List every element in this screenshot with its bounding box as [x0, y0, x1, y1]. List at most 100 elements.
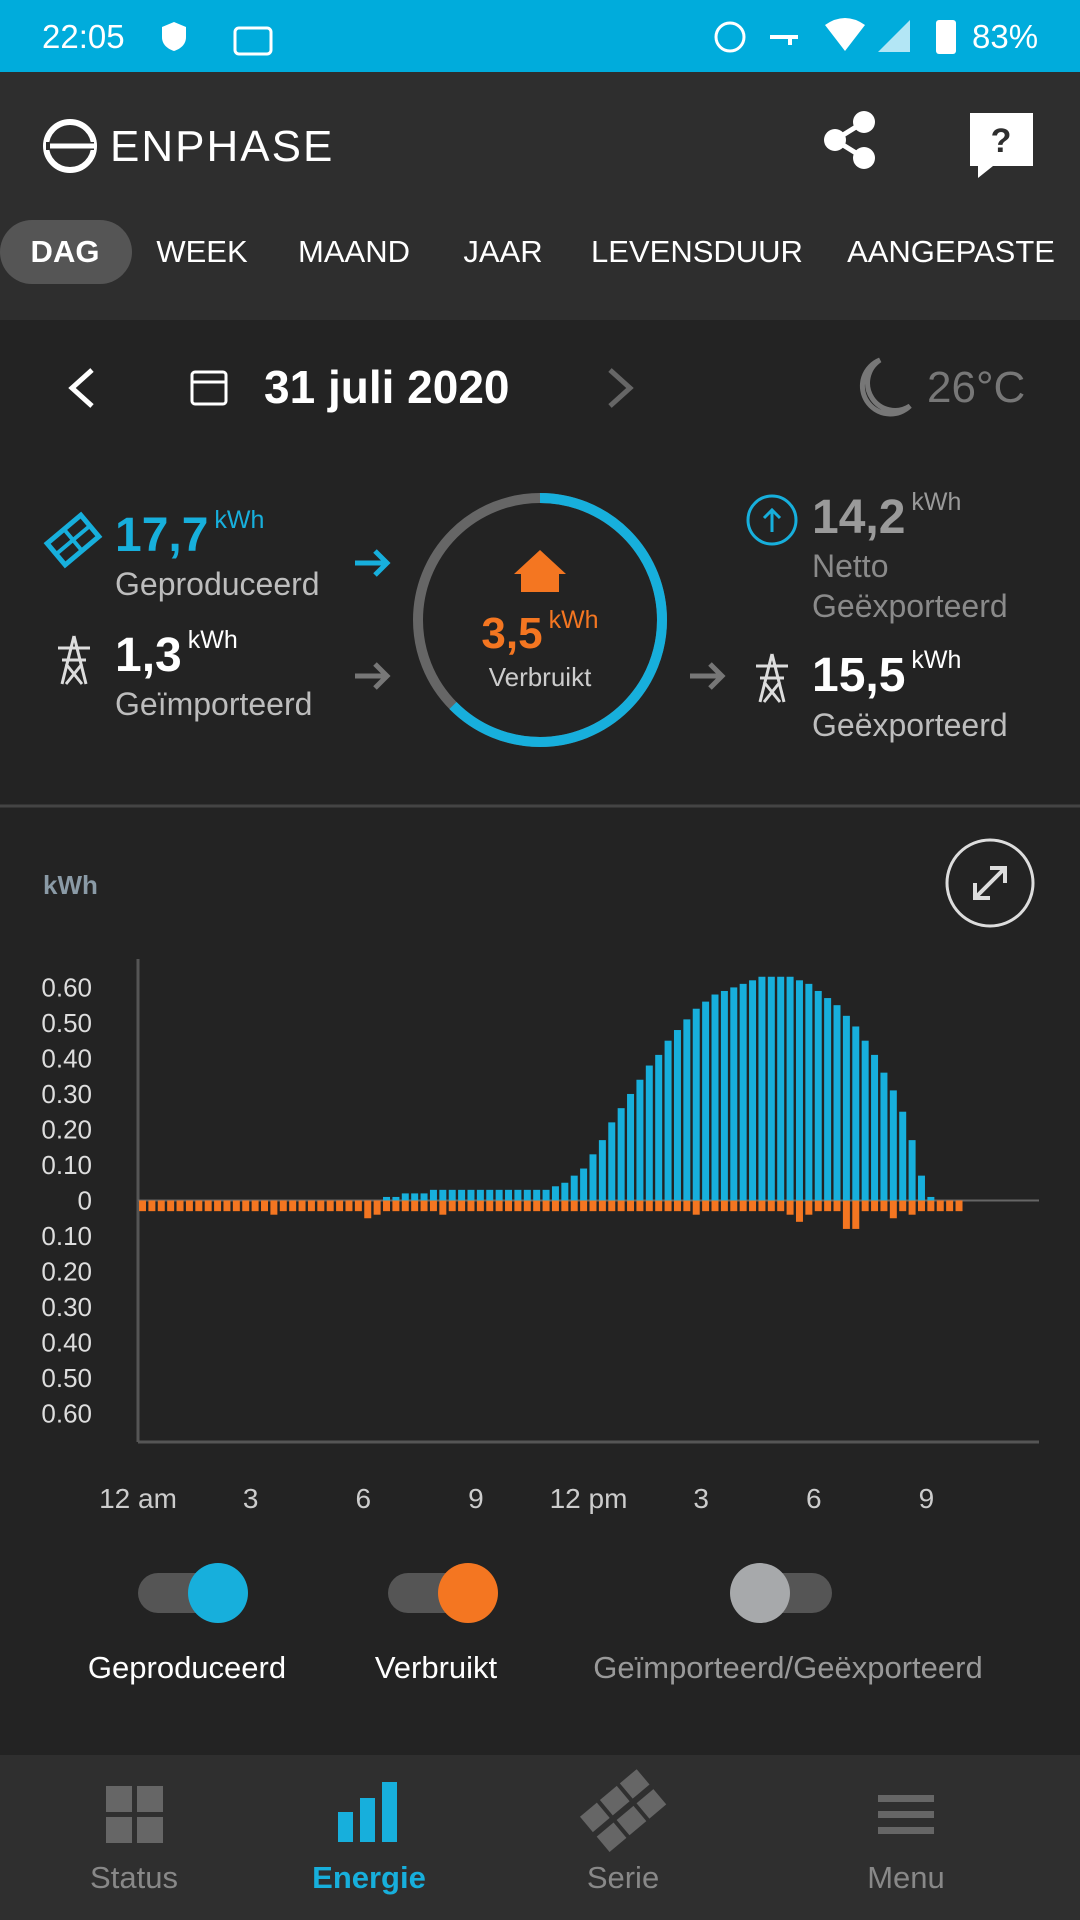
tab[interactable]: WEEK: [156, 234, 248, 269]
bar: [702, 1200, 710, 1212]
y-tick-label: 0.40: [41, 1328, 92, 1358]
bar: [580, 1200, 588, 1212]
bar: [880, 1200, 888, 1212]
y-tick-label: 0.60: [41, 1399, 92, 1429]
y-tick-label: 0.10: [41, 1221, 92, 1251]
serie-nav-icon: [579, 1769, 667, 1852]
bar: [598, 1200, 606, 1212]
bar: [495, 1200, 503, 1212]
tab[interactable]: AANGEPASTE: [847, 234, 1055, 269]
unit: kWh: [214, 506, 265, 534]
bar: [542, 1189, 550, 1201]
bar: [730, 1200, 738, 1212]
bar: [439, 1200, 447, 1215]
bar: [486, 1200, 494, 1212]
bar: [730, 987, 738, 1201]
nav-label[interactable]: Energie: [312, 1860, 426, 1895]
bar: [805, 1200, 813, 1215]
bar: [955, 1200, 963, 1212]
signal-icon: [878, 20, 910, 52]
help-glyph: ?: [991, 122, 1012, 160]
toggle-knob: [730, 1563, 790, 1623]
wifi-icon: [825, 18, 865, 51]
bar: [777, 1200, 785, 1212]
bar: [533, 1200, 541, 1212]
bar: [270, 1200, 278, 1215]
bar: [326, 1200, 334, 1212]
menu-nav-icon: [878, 1795, 934, 1834]
bar: [767, 1200, 775, 1212]
x-tick-label: 3: [693, 1483, 709, 1514]
legend-label[interactable]: Geïmporteerd/Geëxporteerd: [593, 1650, 983, 1685]
bar: [289, 1200, 297, 1212]
bar: [251, 1200, 259, 1212]
tower-icon-import: [58, 635, 90, 685]
bar: [458, 1200, 466, 1212]
tab[interactable]: LEVENSDUUR: [591, 234, 803, 269]
bar: [664, 1200, 672, 1212]
bar: [749, 980, 757, 1201]
bar: [739, 1200, 747, 1212]
bar: [514, 1189, 522, 1201]
bar: [204, 1200, 212, 1212]
unit: kWh: [187, 626, 238, 654]
bar: [852, 1200, 860, 1229]
x-tick-label: 12 pm: [550, 1483, 628, 1514]
bar: [749, 1200, 757, 1212]
shield-icon: [162, 22, 186, 51]
bar: [364, 1200, 372, 1219]
date: 31 juli 2020: [264, 361, 510, 413]
bar: [185, 1200, 193, 1212]
bar: [476, 1200, 484, 1212]
bar: [523, 1200, 531, 1212]
bar: [645, 1200, 653, 1212]
help-button[interactable]: [970, 113, 1033, 178]
bar: [767, 976, 775, 1201]
nav-label[interactable]: Status: [90, 1860, 178, 1895]
legend-label[interactable]: Geproduceerd: [87, 1650, 287, 1685]
bar: [777, 976, 785, 1201]
bar: [608, 1122, 616, 1201]
bar: [411, 1193, 419, 1201]
net-export-arrow: [762, 507, 782, 532]
bar: [598, 1140, 606, 1201]
tab[interactable]: JAAR: [463, 234, 543, 269]
nav-label[interactable]: Serie: [586, 1860, 660, 1895]
bar: [692, 1200, 700, 1215]
bar: [429, 1200, 437, 1212]
solar-icon: [43, 511, 103, 569]
expand-button[interactable]: [945, 838, 1035, 928]
tab[interactable]: DAG: [30, 234, 100, 269]
bar: [523, 1189, 531, 1201]
bar: [505, 1189, 513, 1201]
calendar-icon[interactable]: [190, 370, 228, 406]
alarm-icon: [714, 21, 746, 53]
status-nav-icon: [106, 1786, 163, 1843]
chart: 0.60 0.50 0.40 0.30 0.20 0.10 0 0.10 0.20 0.30 0.4…: [41, 959, 1039, 1623]
bar: [908, 1140, 916, 1201]
bar: [795, 980, 803, 1201]
imported-stat: 1,3 kWh: [115, 628, 238, 680]
next-day[interactable]: [608, 368, 634, 408]
bar: [814, 1200, 822, 1212]
prev-day[interactable]: [68, 368, 94, 408]
nav-label[interactable]: Menu: [867, 1860, 945, 1895]
bar: [467, 1200, 475, 1212]
bar: [786, 976, 794, 1201]
legend-label[interactable]: Verbruikt: [374, 1650, 498, 1685]
share-button[interactable]: [824, 111, 875, 169]
tab[interactable]: MAAND: [298, 234, 410, 269]
value: 17,7: [115, 509, 209, 562]
bar: [458, 1189, 466, 1201]
bar: [814, 990, 822, 1201]
app-bar: [0, 72, 1080, 320]
value: 3,5: [481, 609, 543, 658]
bar: [232, 1200, 240, 1212]
y-tick-label: 0.30: [41, 1292, 92, 1322]
bar: [655, 1054, 663, 1201]
unit: kWh: [548, 606, 599, 634]
bar: [683, 1019, 691, 1201]
bar: [636, 1079, 644, 1201]
